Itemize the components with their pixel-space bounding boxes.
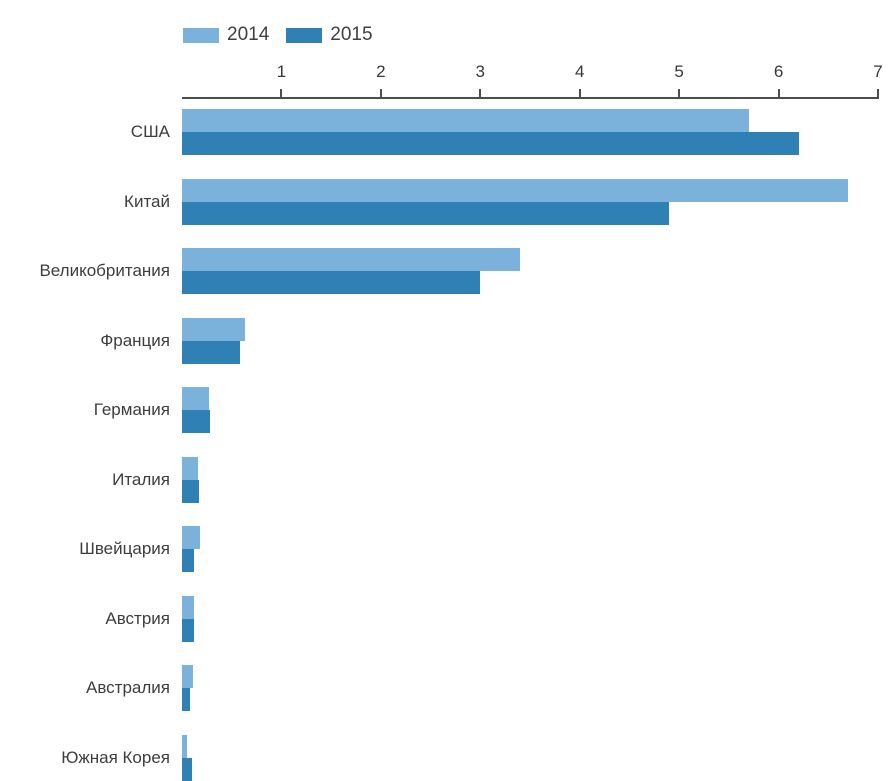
x-axis-tick-mark bbox=[678, 89, 681, 97]
bar-2014-Китай bbox=[182, 178, 849, 202]
bar-2014-Германия bbox=[182, 387, 209, 410]
bar-2015-Великобритания bbox=[182, 271, 481, 294]
x-axis-line bbox=[182, 97, 879, 99]
bar-2014-Великобритания bbox=[182, 248, 521, 271]
category-label: Швейцария bbox=[79, 539, 170, 558]
x-axis-tick-mark bbox=[280, 89, 283, 97]
bar-2015-США bbox=[182, 132, 799, 155]
x-axis-tick-label: 1 bbox=[276, 62, 287, 81]
bar-2014-Южная Корея bbox=[182, 734, 187, 758]
x-axis-tick-mark bbox=[479, 89, 482, 97]
legend-swatch-icon bbox=[286, 27, 323, 43]
x-axis-tick-label: 6 bbox=[773, 62, 784, 81]
x-axis-tick-label: 3 bbox=[475, 62, 486, 81]
category-label: Австралия bbox=[86, 678, 170, 697]
bar-2015-Австрия bbox=[182, 618, 194, 642]
bar-2015-Южная Корея bbox=[182, 757, 192, 781]
x-axis-tick-mark bbox=[379, 89, 382, 97]
category-label: США bbox=[130, 122, 170, 141]
legend-swatch-icon bbox=[183, 27, 219, 43]
x-axis-tick-label: 7 bbox=[873, 62, 883, 81]
bar-2015-Австралия bbox=[182, 688, 190, 711]
category-label: Южная Корея bbox=[61, 747, 170, 767]
bar-2014-Австралия bbox=[182, 665, 193, 688]
legend: 2014 2015 bbox=[183, 24, 390, 46]
bar-2014-Франция bbox=[182, 317, 245, 341]
bar-2014-Италия bbox=[182, 456, 198, 480]
x-axis-tick-mark bbox=[578, 89, 581, 97]
x-axis-tick-mark bbox=[877, 89, 879, 97]
legend-label: 2014 bbox=[227, 24, 270, 45]
legend-item-2014: 2014 bbox=[183, 24, 269, 46]
bar-2015-Италия bbox=[182, 479, 199, 503]
category-label: Великобритания bbox=[39, 261, 170, 280]
category-label: Италия bbox=[112, 469, 170, 489]
bar-2014-США bbox=[182, 109, 749, 132]
bar-2014-Австрия bbox=[182, 595, 194, 619]
bar-2014-Швейцария bbox=[182, 526, 200, 549]
category-label: Китай bbox=[124, 191, 170, 211]
bar-2015-Швейцария bbox=[182, 549, 194, 572]
x-axis-tick-mark bbox=[777, 89, 780, 97]
x-axis-tick-label: 5 bbox=[674, 62, 684, 81]
bar-2015-Китай bbox=[182, 201, 670, 225]
legend-label: 2015 bbox=[330, 24, 373, 45]
x-axis-tick-label: 2 bbox=[376, 62, 386, 81]
category-label: Австрия bbox=[105, 608, 170, 628]
bar-2015-Германия bbox=[182, 410, 210, 433]
category-label: Германия bbox=[93, 400, 170, 419]
x-axis-tick-label: 4 bbox=[574, 62, 585, 81]
category-label: Франция bbox=[100, 330, 170, 350]
bar-2015-Франция bbox=[182, 340, 240, 364]
legend-item-2015: 2015 bbox=[286, 24, 373, 46]
